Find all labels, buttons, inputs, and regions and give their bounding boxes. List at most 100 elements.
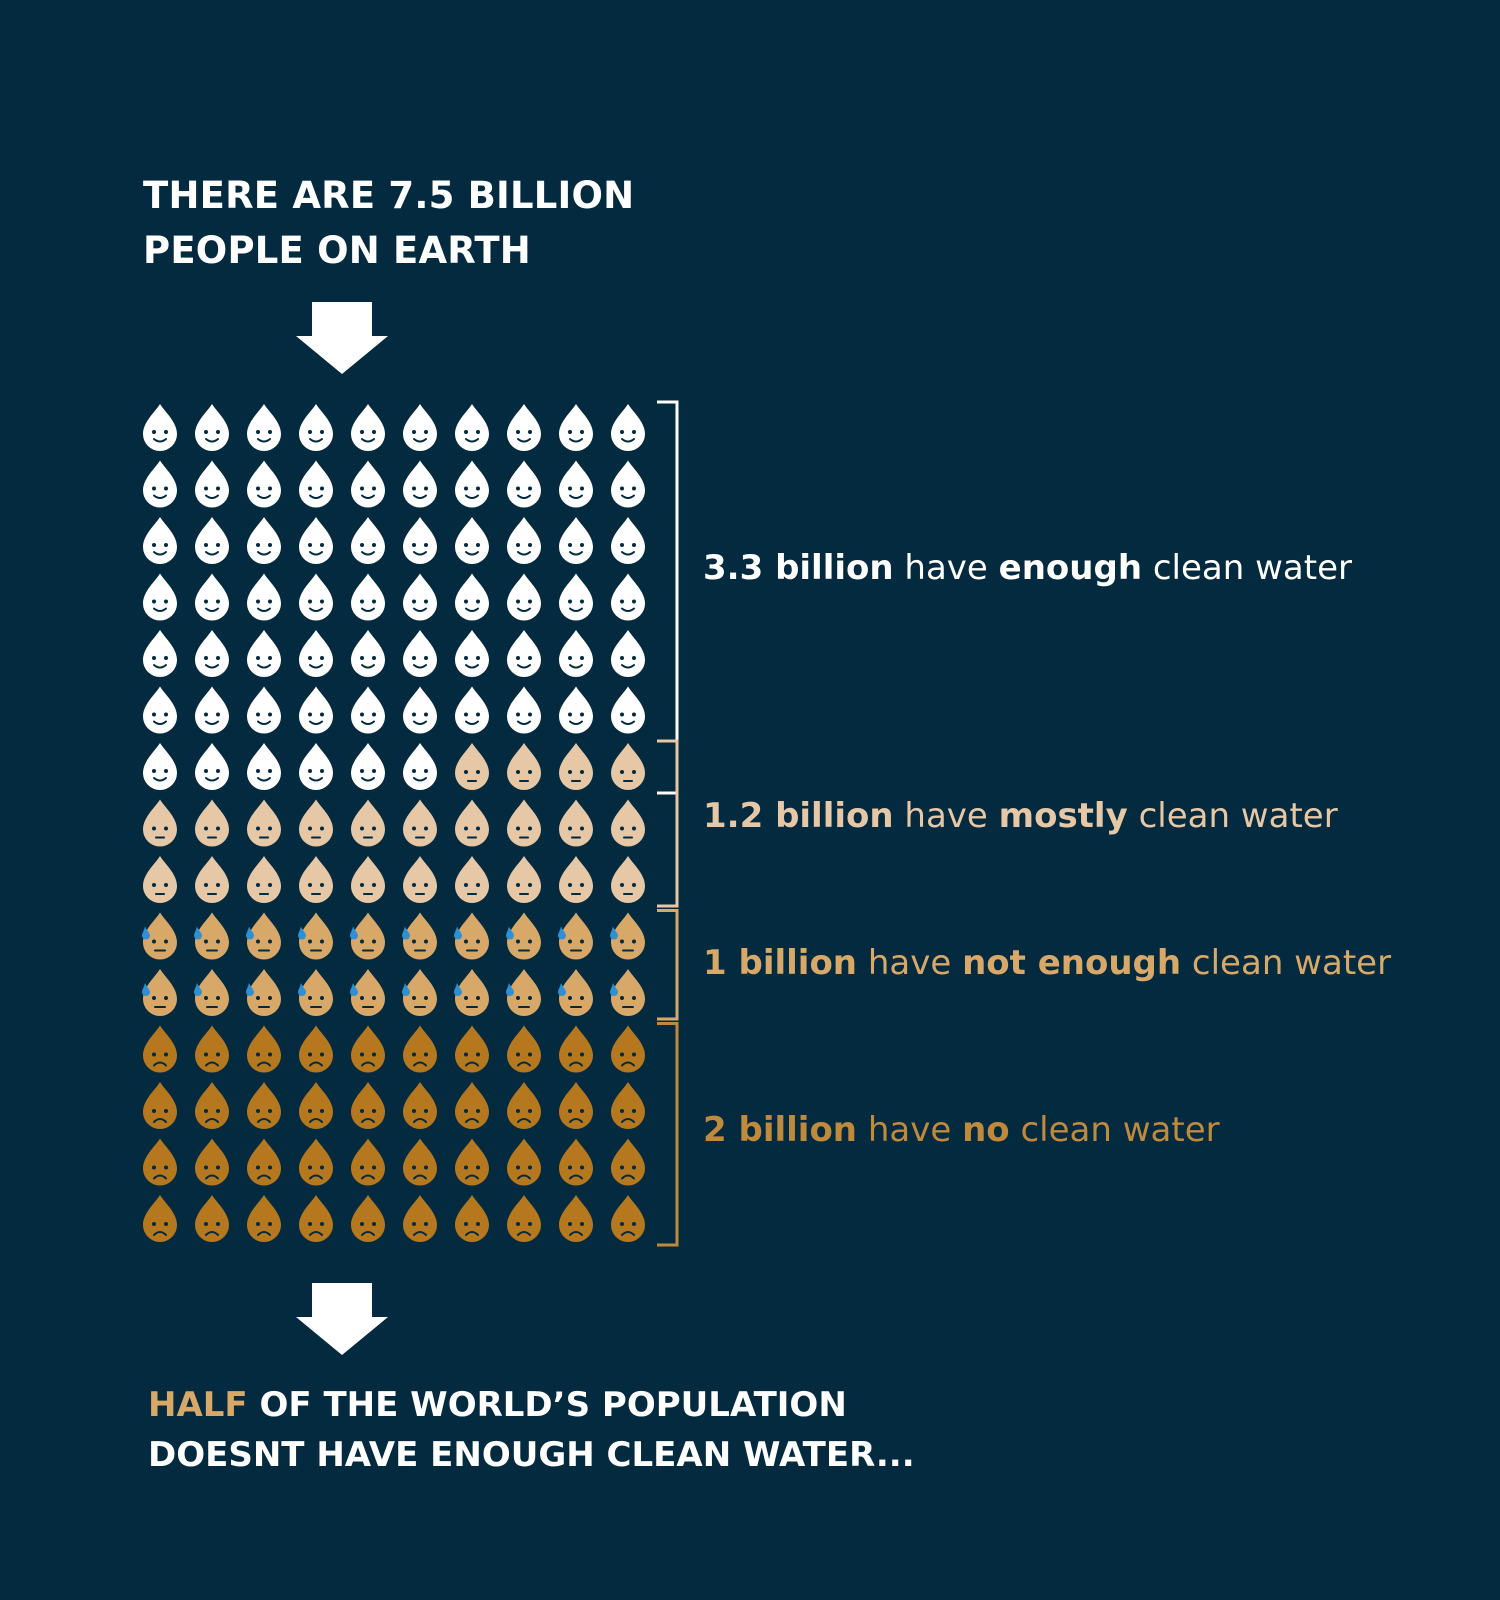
eye-right [268, 883, 272, 887]
drop-body [247, 912, 281, 960]
drop-body [611, 743, 645, 790]
drop-icon-4 [559, 1025, 593, 1073]
drop-icon-2 [247, 799, 281, 847]
mouth [465, 1174, 479, 1180]
drop-icon-4 [247, 1195, 281, 1242]
drop-body [143, 1195, 177, 1242]
drop-body [455, 630, 489, 677]
eye-left [464, 883, 468, 887]
mouth [361, 1118, 375, 1123]
sweat-drop [402, 926, 410, 940]
drop-body [195, 460, 229, 508]
eye-left [568, 656, 572, 660]
drop-icon-3 [454, 969, 489, 1016]
eye-right [320, 430, 324, 434]
drop-icon-4 [507, 1025, 541, 1073]
eye-left [308, 939, 312, 944]
eye-right [632, 826, 636, 831]
label-enough-key: enough [998, 548, 1143, 588]
drop-body [247, 1025, 281, 1073]
drop-icon-1 [143, 404, 177, 451]
eye-left [256, 543, 260, 547]
drop-icon-4 [559, 1082, 593, 1129]
drop-icon-1 [507, 460, 541, 508]
mouth [413, 1231, 427, 1236]
eye-left [464, 430, 468, 434]
drop-icon-3 [558, 969, 593, 1016]
eye-left [256, 1165, 260, 1170]
eye-right [528, 430, 532, 434]
mouth [361, 1231, 375, 1236]
drop-icon-4 [247, 1082, 281, 1129]
drop-body [559, 799, 593, 847]
eye-left [308, 1052, 312, 1057]
eye-left [308, 996, 312, 1000]
drop-body [455, 856, 489, 903]
drop-body [403, 856, 437, 903]
eye-right [580, 599, 584, 604]
drop-body [507, 799, 541, 847]
eye-right [424, 939, 428, 944]
drop-icon-1 [247, 686, 281, 734]
drop-icon-1 [247, 573, 281, 621]
drop-body [455, 799, 489, 847]
eye-left [152, 826, 156, 831]
mouth [413, 1061, 427, 1067]
drop-body [195, 1082, 229, 1129]
eye-left [360, 656, 364, 660]
drop-body [299, 799, 333, 847]
drop-icon-1 [559, 630, 593, 677]
mouth [413, 720, 427, 725]
drop-icon-1 [247, 404, 281, 451]
drop-body [247, 743, 281, 790]
drop-body [195, 517, 229, 564]
mouth [205, 664, 219, 669]
drop-icon-3 [194, 969, 229, 1016]
eye-right [216, 996, 220, 1000]
eye-right [216, 939, 220, 944]
mouth [569, 1174, 583, 1180]
eye-left [308, 543, 312, 547]
eye-left [412, 1109, 416, 1113]
drop-body [195, 1025, 229, 1073]
drop-body [559, 517, 593, 564]
drop-body [507, 912, 541, 960]
eye-right [164, 769, 168, 773]
drop-body [143, 743, 177, 790]
eye-right [268, 430, 272, 434]
drop-body [507, 1195, 541, 1242]
mouth [413, 1174, 427, 1180]
drop-icon-4 [455, 1138, 489, 1186]
drop-body [143, 460, 177, 508]
drop-icon-4 [507, 1138, 541, 1186]
drop-icon-1 [507, 404, 541, 451]
drop-icon-2 [559, 743, 593, 790]
eye-left [152, 1222, 156, 1226]
eye-right [528, 1052, 532, 1057]
mouth [257, 1118, 271, 1123]
eye-right [580, 712, 584, 717]
mouth [309, 551, 323, 556]
drop-body [299, 1195, 333, 1242]
drop-icon-3 [194, 912, 229, 960]
eye-left [464, 1165, 468, 1170]
eye-right [372, 1109, 376, 1113]
drop-icon-1 [611, 517, 645, 564]
label-mostly: 1.2 billion have mostly clean water [703, 796, 1338, 836]
drop-icon-2 [403, 856, 437, 903]
mouth [465, 607, 479, 612]
mouth [205, 1174, 219, 1180]
eye-right [268, 1165, 272, 1170]
eye-right [632, 883, 636, 887]
eye-right [164, 996, 168, 1000]
mouth [257, 1061, 271, 1067]
mouth [309, 1231, 323, 1236]
drop-body [403, 517, 437, 564]
eye-right [476, 543, 480, 547]
eye-left [620, 1165, 624, 1170]
eye-left [204, 769, 208, 773]
drop-icon-1 [299, 630, 333, 677]
eye-left [360, 883, 364, 887]
eye-right [580, 770, 584, 774]
eye-left [568, 1222, 572, 1226]
